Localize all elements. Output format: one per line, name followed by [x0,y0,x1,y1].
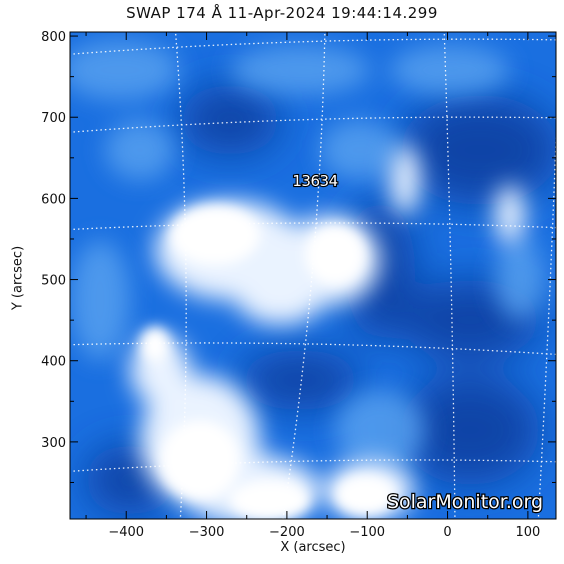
plot-frame [69,31,557,520]
plot-title: SWAP 174 Å 11-Apr-2024 19:44:14.299 [126,4,438,22]
axis-ticks: −400 −300 −200 −100 0 100 300 400 500 600 700 800 [41,30,556,540]
mid-regions [70,40,545,470]
x-tick-label: −100 [349,525,385,540]
y-tick-label: 700 [41,111,66,126]
y-tick-label: 400 [41,355,66,370]
x-tick-label: −300 [189,525,225,540]
region-number-annotation: 13634 [292,172,337,190]
y-tick-label: 500 [41,274,66,289]
euv-image [70,32,556,519]
x-axis-label: X (arcsec) [280,540,346,555]
y-tick-label: 800 [41,30,66,45]
longitude-line [174,32,187,519]
y-tick-label: 300 [41,436,66,451]
y-tick-label: 600 [41,192,66,207]
x-tick-label: −400 [108,525,144,540]
y-axis-label: Y (arcsec) [10,245,26,311]
heliographic-grid [70,32,556,519]
x-tick-label: 100 [515,525,540,540]
core-regions [140,205,395,519]
solarmonitor-watermark: SolarMonitor.org [387,491,543,513]
longitude-line [282,32,326,519]
longitude-line [443,32,456,519]
x-tick-label: −200 [269,525,305,540]
x-tick-label: 0 [443,525,451,540]
